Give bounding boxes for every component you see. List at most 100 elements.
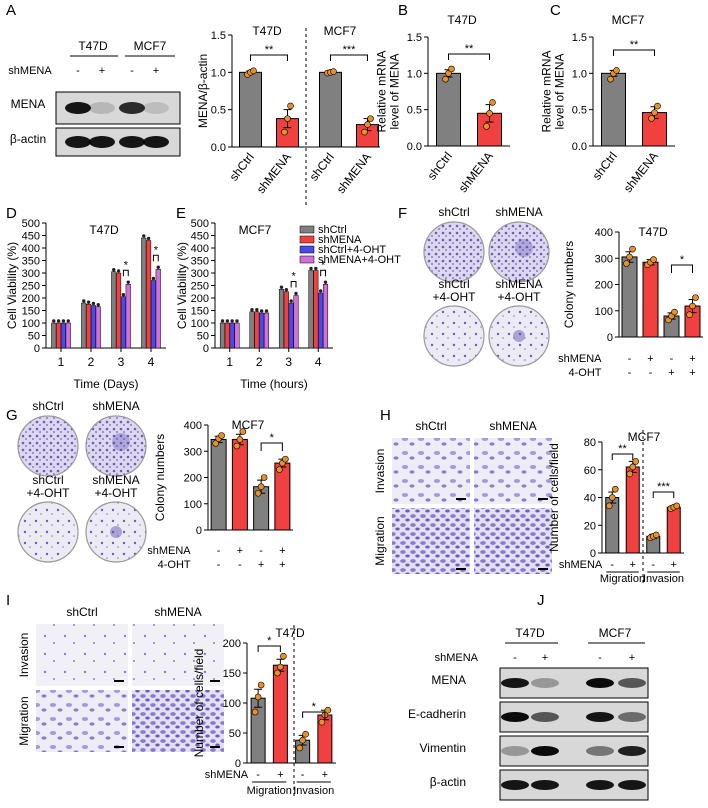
H-bar: [666, 506, 681, 554]
E-x-tick-label: 2: [256, 355, 263, 369]
H-data-point: [652, 531, 660, 539]
D-data-point: [116, 269, 121, 273]
C-bracket: [613, 49, 655, 56]
G-plate-label: shMENA: [92, 399, 139, 413]
D-y-tick-label: 450: [22, 231, 40, 243]
E-y-tick-label: 450: [191, 231, 209, 243]
D-x-tick-label: 3: [118, 355, 125, 369]
E-significance: *: [291, 271, 296, 283]
I-y-axis-title: Number of cells/field: [192, 649, 206, 758]
D-significance: *: [124, 259, 129, 271]
A-lane-sign: +: [99, 65, 105, 77]
C-y-axis-title: level of MENA: [553, 53, 567, 129]
G-data-point: [236, 436, 244, 443]
D-x-axis-title: Time (Days): [74, 377, 139, 391]
D-bar: [116, 272, 122, 349]
J-blot: [499, 735, 649, 767]
A-y-axis-title: MENA/β-actin: [196, 54, 210, 128]
E-bar: [318, 292, 324, 349]
panel-label-H: H: [380, 407, 391, 424]
D-data-point: [126, 280, 130, 284]
G-plate-label: shCtrl: [32, 399, 63, 413]
A-bracket: [250, 54, 288, 61]
A-bracket: [330, 54, 368, 61]
J-row-label: shMENA: [435, 652, 479, 664]
I-scale-bar: [210, 680, 220, 682]
H-bar: [625, 466, 640, 554]
D-x-tick-label: 2: [88, 355, 95, 369]
E-title: MCF7: [239, 223, 272, 237]
A-y-tick-label: 1.5: [211, 30, 226, 42]
G-bar: [274, 462, 291, 531]
A-band: [143, 102, 169, 114]
F-data-point: [629, 245, 636, 253]
D-data-point: [91, 301, 96, 306]
J-lane-sign: +: [542, 652, 548, 664]
H-data-point: [605, 502, 613, 510]
D-y-axis-title: Cell Viability (%): [5, 242, 19, 329]
H-group-label: Migration: [600, 573, 645, 585]
E-bar: [259, 312, 265, 349]
G-bracket: [260, 442, 283, 451]
E-data-point: [235, 319, 239, 323]
D-bar: [155, 269, 161, 349]
G-data-point: [218, 432, 225, 439]
H-column-label: shMENA: [489, 419, 536, 433]
D-bar: [60, 322, 66, 349]
A-y-tick-label: 0.5: [211, 105, 226, 117]
G-bar: [231, 438, 248, 531]
G-data-point: [260, 474, 268, 481]
F-y-tick-label: 400: [595, 227, 613, 239]
E-data-point: [225, 319, 230, 323]
H-scale-bar: [538, 568, 548, 570]
A-x-tick-label: shMENA: [254, 150, 294, 196]
D-bar: [56, 322, 62, 349]
D-bar: [111, 271, 117, 349]
I-data-point: [324, 706, 332, 714]
I-micrograph: [36, 690, 128, 752]
D-significance: *: [154, 244, 159, 256]
E-y-tick-label: 300: [191, 268, 209, 280]
G-condition-sign: -: [238, 559, 242, 571]
A-data-point: [330, 68, 337, 75]
F-plate-label: shCtrl: [438, 205, 469, 219]
E-bracket: [290, 281, 297, 288]
E-x-axis-title: Time (hours): [240, 377, 308, 391]
B-y-tick-label: 0.0: [407, 141, 422, 153]
A-lane-sign: -: [130, 65, 134, 77]
J-band: [531, 780, 559, 790]
J-band: [501, 780, 529, 790]
F-condition-sign: +: [689, 353, 695, 365]
E-bracket: [320, 269, 326, 277]
G-condition-label: 4-OHT: [158, 559, 191, 571]
E-data-point: [309, 266, 313, 271]
G-title: MCF7: [232, 418, 265, 432]
D-title: T47D: [89, 223, 119, 237]
J-band-label: Vimentin: [420, 741, 466, 755]
C-x-tick-label: shMENA: [621, 149, 661, 195]
E-data-point: [294, 291, 298, 296]
A-data-point: [281, 128, 288, 136]
I-micrograph: [132, 690, 224, 752]
G-condition-label: shMENA: [147, 545, 191, 557]
B-y-tick-label: 0.5: [407, 105, 422, 117]
E-y-axis-title: Cell Viability (%): [175, 242, 189, 329]
E-bar: [254, 311, 260, 349]
J-band: [531, 678, 559, 688]
D-bar: [86, 304, 92, 349]
J-band: [501, 712, 529, 722]
I-y-tick-label: 100: [223, 698, 241, 710]
E-bar: [229, 322, 235, 349]
E-data-point: [323, 280, 328, 284]
I-significance: *: [312, 701, 317, 713]
A-row-label: shMENA: [8, 65, 52, 77]
F-data-point: [671, 308, 678, 316]
F-plate-cluster: [513, 330, 525, 342]
H-y-tick-label: 60: [584, 465, 596, 477]
J-band-label: MENA: [431, 673, 466, 687]
E-data-point: [250, 308, 254, 312]
H-group-label: Invasion: [643, 573, 684, 585]
A-bar: [319, 71, 342, 148]
A-lane-sign: -: [76, 65, 80, 77]
H-significance: ***: [657, 481, 671, 493]
